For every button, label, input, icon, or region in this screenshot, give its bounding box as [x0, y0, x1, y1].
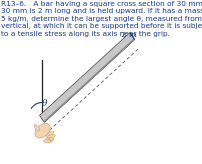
Polygon shape [130, 32, 135, 40]
Ellipse shape [45, 131, 54, 136]
Ellipse shape [35, 123, 50, 138]
Ellipse shape [34, 125, 40, 131]
Polygon shape [43, 38, 135, 123]
Ellipse shape [47, 135, 55, 139]
Text: R13–6.   A bar having a square cross section of 30 mm by
30 mm is 2 m long and i: R13–6. A bar having a square cross secti… [1, 1, 202, 37]
Ellipse shape [43, 140, 51, 143]
Text: 2 m: 2 m [121, 31, 137, 39]
Ellipse shape [45, 138, 54, 141]
Polygon shape [40, 32, 135, 123]
Text: θ: θ [41, 99, 47, 108]
